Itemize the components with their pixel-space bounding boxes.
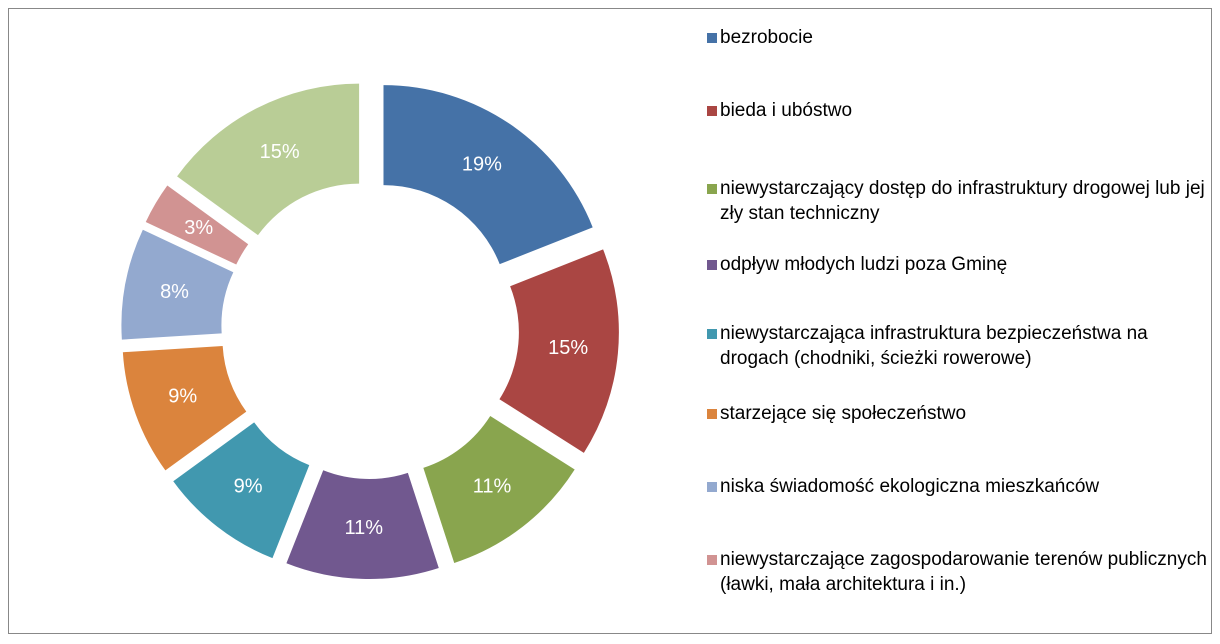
- data-label: 3%: [184, 217, 213, 239]
- legend-item: odpływ młodych ludzi poza Gminę: [700, 252, 1210, 277]
- legend-label: niska świadomość ekologiczna mieszkańców: [720, 476, 1100, 497]
- legend-swatch: [707, 184, 717, 194]
- legend-label: odpływ młodych ludzi poza Gminę: [720, 254, 1008, 275]
- slice: [423, 415, 575, 563]
- data-label: 8%: [160, 281, 189, 303]
- legend-label: niewystarczająca infrastruktura bezpiecz…: [720, 323, 1148, 369]
- slice: [286, 470, 439, 579]
- legend-swatch: [707, 555, 717, 565]
- data-label: 15%: [548, 337, 588, 359]
- legend-item: bieda i ubóstwo: [700, 98, 1210, 123]
- legend-label: niewystarczające zagospodarowanie terenó…: [720, 549, 1207, 595]
- legend-swatch: [707, 329, 717, 339]
- legend-label: bezrobocie: [720, 27, 813, 48]
- legend-item: niewystarczający dostęp do infrastruktur…: [700, 176, 1210, 226]
- frame: [8, 8, 1212, 634]
- legend-label: bieda i ubóstwo: [720, 100, 853, 121]
- legend-swatch: [707, 33, 717, 43]
- data-label: 11%: [473, 476, 512, 498]
- legend-item: niewystarczające zagospodarowanie terenó…: [700, 547, 1210, 597]
- legend-item: niska świadomość ekologiczna mieszkańców: [700, 474, 1210, 499]
- slice: [122, 345, 247, 471]
- legend-label: starzejące się społeczeństwo: [720, 403, 967, 424]
- slice: [499, 249, 619, 453]
- data-label: 19%: [462, 154, 502, 176]
- legend-swatch: [707, 409, 717, 419]
- slice: [145, 185, 249, 265]
- legend-item: niewystarczająca infrastruktura bezpiecz…: [700, 321, 1210, 371]
- data-label: 11%: [344, 517, 383, 539]
- legend-item: starzejące się społeczeństwo: [700, 401, 1210, 426]
- legend-label: niewystarczający dostęp do infrastruktur…: [720, 178, 1205, 224]
- data-label: 9%: [168, 386, 197, 408]
- legend-swatch: [707, 106, 717, 116]
- legend-item: bezrobocie: [700, 25, 1210, 50]
- slice: [177, 83, 360, 236]
- slice: [173, 422, 310, 559]
- legend-swatch: [707, 260, 717, 270]
- legend-swatch: [707, 482, 717, 492]
- slice: [383, 85, 593, 265]
- data-label: 15%: [260, 141, 300, 163]
- data-label: 9%: [234, 476, 263, 498]
- slice: [121, 229, 234, 340]
